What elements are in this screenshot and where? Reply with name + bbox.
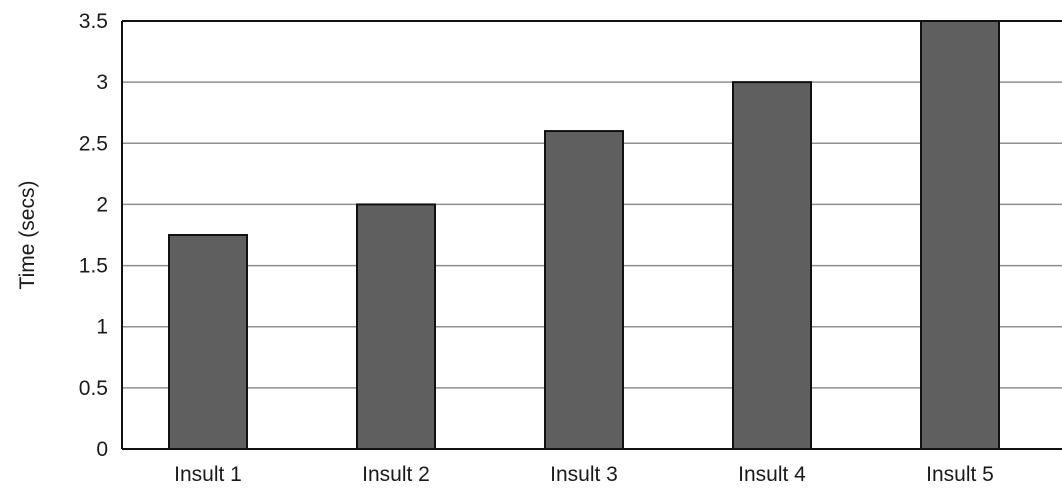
bar-insult-1 (168, 234, 248, 450)
y-tick-label: 1.5 (79, 255, 108, 278)
y-tick-label: 2.5 (79, 132, 108, 155)
y-tick-label: 3.5 (79, 10, 108, 33)
bar-insult-5 (920, 20, 1000, 450)
y-tick-label: 0.5 (79, 377, 108, 400)
y-axis-label: Time (secs) (16, 181, 39, 290)
x-tick-label: Insult 5 (926, 463, 994, 486)
bar-insult-2 (356, 203, 436, 450)
y-tick-label: 3 (96, 71, 108, 94)
bars (168, 20, 1000, 451)
y-tick-label: 1 (96, 316, 108, 339)
y-tick-labels: 0 0.5 1 1.5 2 2.5 3 3.5 (79, 10, 108, 461)
bar-insult-3 (544, 130, 624, 451)
x-tick-label: Insult 4 (738, 463, 806, 486)
y-tick-label: 2 (96, 193, 108, 216)
x-tick-labels: Insult 1 Insult 2 Insult 3 Insult 4 Insult 5 (174, 463, 994, 486)
x-tick-label: Insult 3 (550, 463, 618, 486)
x-tick-label: Insult 2 (362, 463, 430, 486)
axes (121, 20, 1062, 450)
x-tick-label: Insult 1 (174, 463, 242, 486)
bar-insult-4 (732, 81, 812, 451)
y-tick-label: 0 (96, 438, 108, 461)
